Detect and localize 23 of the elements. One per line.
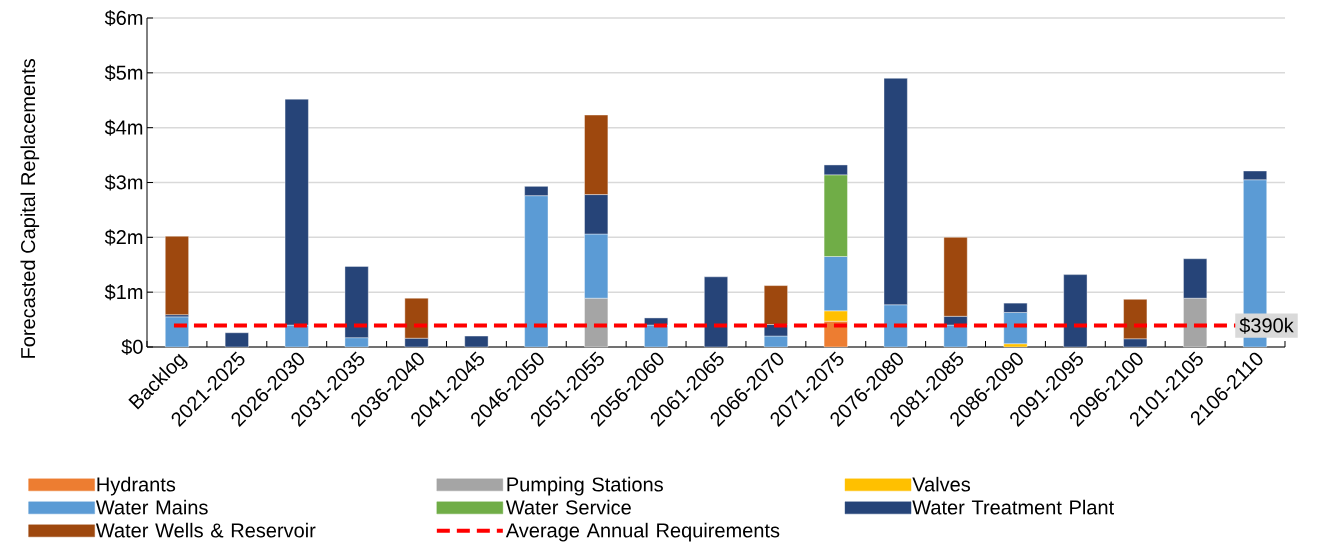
legend-label: Hydrants (97, 476, 176, 496)
legend-label: Water Mains (95, 499, 208, 515)
legend-label: Water Wells & Reservoir (95, 522, 316, 538)
bar (704, 276, 728, 348)
y-tick-label: $5m (104, 64, 143, 81)
legend-label: Water Treatment Plant (912, 499, 1114, 515)
legend-label: Water Service (505, 499, 631, 515)
y-tick-label: $6m (104, 9, 143, 27)
legend-label: Average Annual Requirements (505, 522, 780, 542)
y-axis-title: Forecasted Capital Replacements (20, 58, 40, 358)
y-tick-label: $1m (104, 284, 143, 301)
y-tick-label: $4m (104, 119, 143, 136)
y-tick-label: $2m (104, 229, 143, 246)
bar (1063, 274, 1088, 348)
bar (464, 335, 489, 348)
bar (165, 316, 189, 348)
legend-label: Pumping Stations (507, 476, 663, 496)
bar (165, 236, 189, 315)
bar (224, 332, 249, 348)
y-tick-label: $0 (121, 338, 143, 356)
legend-label: Valves (912, 476, 971, 492)
annotation: $390k (1239, 317, 1294, 334)
y-tick-label: $3m (104, 174, 143, 191)
